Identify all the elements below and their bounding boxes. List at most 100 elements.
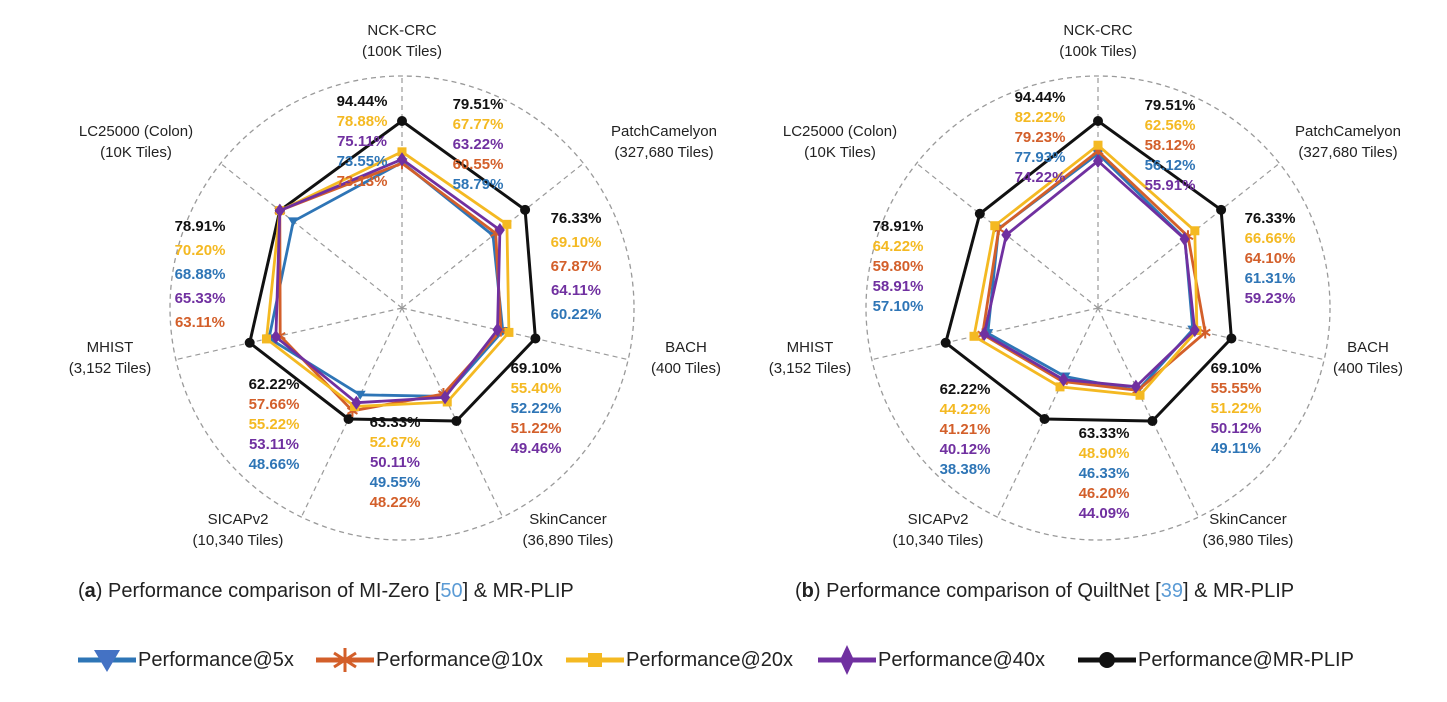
axis-tiles-label: (10,340 Tiles) [193,532,284,549]
axis-tiles-label: (3,152 Tiles) [69,360,152,377]
data-point [287,217,299,227]
axis-label: MHIST [87,339,134,356]
legend-item-mrplip[interactable]: Performance@MR-PLIP [1078,642,1354,678]
caption-a-ref[interactable]: 50 [440,580,463,602]
data-point [1130,379,1141,394]
data-point [442,397,452,407]
axis-label: SICAPv2 [208,511,269,528]
data-point [530,333,541,344]
data-label: 63.33% [1079,425,1130,442]
radar-spoke [871,307,1099,361]
data-label: 79.51% [1145,97,1196,114]
data-point [974,208,985,219]
data-point [1147,415,1158,426]
axis-label: NCK-CRC [367,22,436,39]
radar-spoke [401,307,504,518]
axis-tiles-label: (10K Tiles) [100,144,172,161]
axis-tiles-label: (36,980 Tiles) [1203,532,1294,549]
data-label: 79.51% [453,96,504,113]
data-point [979,326,990,341]
data-point [1058,372,1069,387]
data-label: 50.11% [370,454,420,471]
data-label: 67.87% [551,258,602,275]
series-line [982,159,1197,389]
data-label: 82.22% [1015,109,1066,126]
data-point [1055,382,1065,392]
radar-chart-a: NCK-CRC (100K Tiles) PatchCamelyon (327,680… [69,22,721,549]
axis-label: MHIST [787,339,834,356]
data-label: 62.56% [1145,117,1196,134]
legend-item-10x[interactable]: Performance@10x [316,642,543,678]
series-line [248,119,537,423]
data-label: 73.55% [337,153,388,170]
data-point [1135,390,1145,400]
axis-label: BACH [1347,339,1389,356]
data-label: 48.66% [249,456,300,473]
axis-tiles-label: (100K Tiles) [362,43,442,60]
data-point [494,222,505,237]
axis-label: NCK-CRC [1063,22,1132,39]
radar-spoke [401,307,629,361]
data-label: 51.22% [511,420,562,437]
radar-spoke [996,307,1099,518]
data-label: 48.90% [1079,445,1130,462]
radar-spoke [1097,307,1325,361]
data-label: 79.23% [1015,129,1066,146]
data-label: 58.79% [453,176,504,193]
data-point [397,116,407,127]
data-point [351,395,362,410]
data-point [990,221,1000,231]
series-40x [979,154,1200,394]
data-label: 63.33% [370,414,421,431]
axis-label: SkinCancer [529,511,607,528]
series-line [944,119,1233,423]
data-label: 67.77% [453,116,504,133]
legend-item-20x[interactable]: Performance@20x [566,642,793,678]
caption-b-text: Performance comparison of QuiltNet [820,580,1156,602]
data-label: 61.31% [1245,270,1296,287]
legend-label-mrplip: Performance@MR-PLIP [1138,648,1354,671]
data-label: 40.12% [940,441,991,458]
data-label: 69.10% [511,360,562,377]
legend-label-5x: Performance@5x [138,648,294,671]
radar-spoke [401,162,584,309]
data-label: 50.12% [1211,420,1262,437]
data-label: 38.38% [940,461,991,478]
data-label: 58.12% [1145,137,1196,154]
series-mr-plip [940,116,1237,426]
axis-tiles-label: (327,680 Tiles) [1298,144,1397,161]
axis-tiles-label: (3,152 Tiles) [769,360,852,377]
axis-label: SkinCancer [1209,511,1287,528]
square-marker-icon [566,653,624,667]
axis-label: PatchCamelyon [611,123,717,140]
data-point [343,413,354,424]
data-label: 65.33% [175,290,226,307]
data-label: 69.10% [1211,360,1262,377]
data-label: 55.55% [1211,380,1262,397]
axis-label: BACH [665,339,707,356]
data-label: 49.55% [370,474,421,491]
radar-spoke [916,162,1099,309]
series-40x [270,152,505,410]
data-point [244,337,255,348]
axis-label: SICAPv2 [908,511,969,528]
series-line [981,149,1207,392]
caption-b: (b) Performance comparison of QuiltNet [… [795,580,1295,602]
data-label: 94.44% [337,93,388,110]
data-label: 60.55% [453,156,504,173]
caption-a: (a) Performance comparison of MI-Zero [5… [78,580,574,602]
data-label: 59.80% [873,258,924,275]
legend-item-5x[interactable]: Performance@5x [78,642,294,678]
data-label: 49.11% [1211,440,1261,457]
data-point [1093,154,1103,169]
data-point [397,147,407,157]
data-label: 77.93% [1015,149,1066,166]
series-line [972,143,1199,397]
legend-item-40x[interactable]: Performance@40x [818,642,1045,678]
data-label: 44.22% [940,401,991,418]
caption-a-text: Performance comparison of MI-Zero [102,580,435,602]
axis-tiles-label: (327,680 Tiles) [614,144,713,161]
caption-b-ref[interactable]: 39 [1160,580,1183,602]
series-line [274,157,502,405]
radar-spoke [1097,162,1280,309]
